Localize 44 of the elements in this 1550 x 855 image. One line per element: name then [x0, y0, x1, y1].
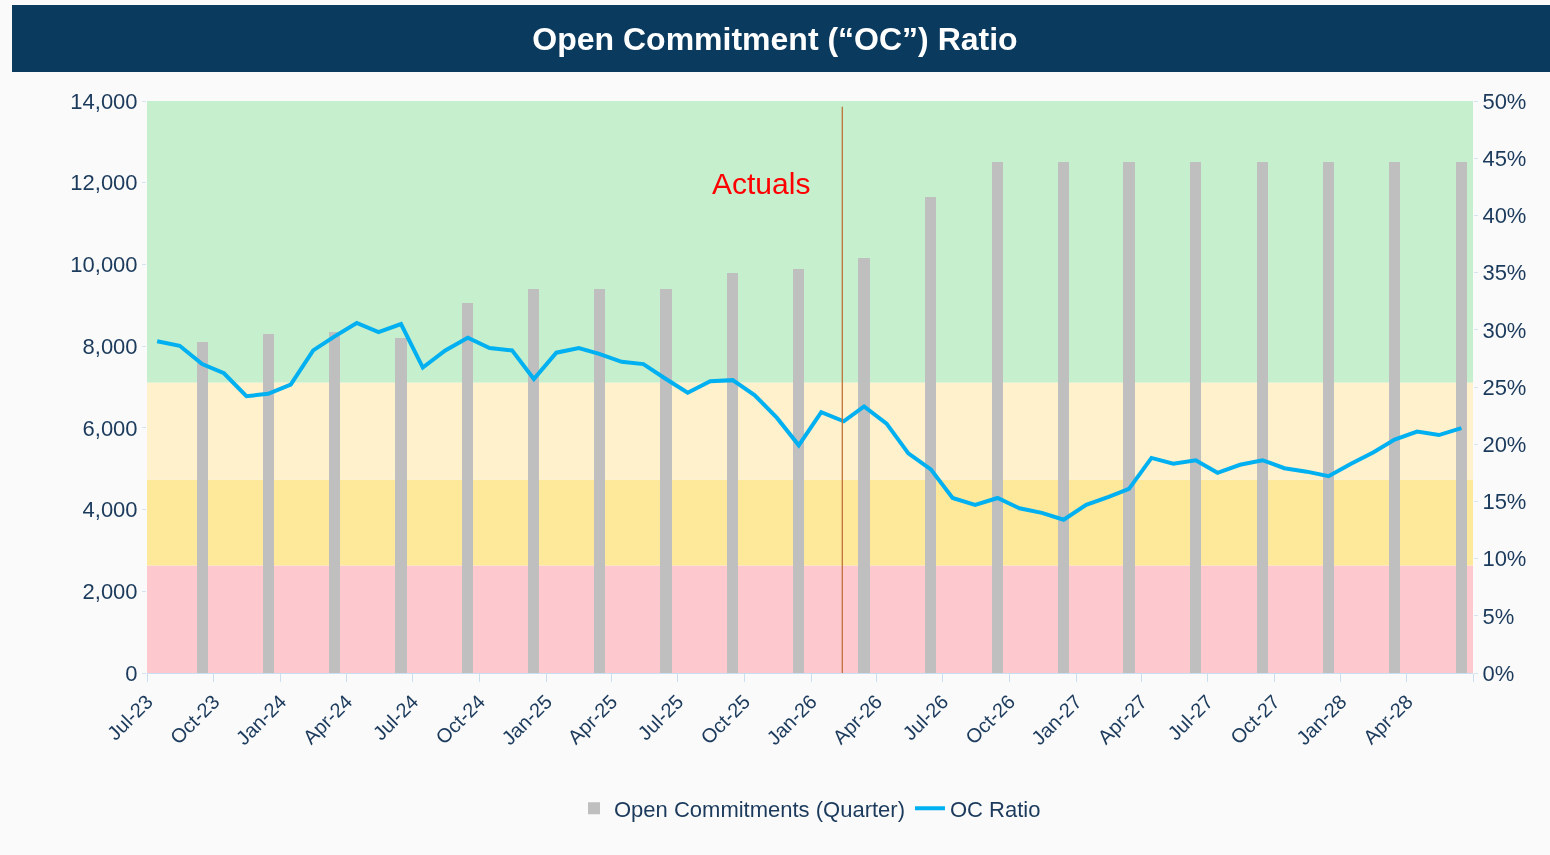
y2-tick-label: 50% — [1482, 88, 1527, 114]
y2-tick-label: 45% — [1482, 145, 1527, 171]
bar — [263, 334, 274, 673]
bar — [395, 338, 407, 673]
bar — [594, 289, 605, 673]
y-tick-label: 12,000 — [70, 170, 138, 196]
bar — [992, 162, 1003, 673]
bar — [1389, 162, 1400, 673]
y2-tick-label: 20% — [1482, 431, 1527, 457]
y2-tick-label: 10% — [1482, 546, 1527, 572]
line-series — [155, 320, 1464, 522]
y-tick-label: 2,000 — [82, 578, 138, 604]
bar — [660, 289, 672, 673]
bar — [1456, 162, 1467, 673]
y-tick-label: 0 — [125, 660, 138, 686]
y2-tick-label: 40% — [1482, 203, 1527, 229]
ref-line-label: Actuals — [712, 167, 811, 200]
bar — [925, 197, 936, 673]
bar — [329, 332, 340, 673]
chart-title: Open Commitment (“OC”) Ratio — [532, 21, 1018, 58]
bar — [793, 269, 804, 673]
y2-tick-label: 35% — [1482, 260, 1527, 286]
y2-tick-label: 15% — [1482, 489, 1527, 515]
bar — [1323, 162, 1334, 673]
y-tick-label: 10,000 — [70, 252, 138, 278]
y-tick-label: 6,000 — [82, 415, 138, 441]
y2-tick-label: 30% — [1482, 317, 1527, 343]
bar — [528, 289, 539, 673]
bar — [1123, 162, 1135, 673]
y-tick-label: 14,000 — [70, 88, 138, 114]
y-tick-label: 4,000 — [82, 497, 138, 523]
bar — [1190, 162, 1201, 673]
bar — [727, 273, 738, 673]
legend-label: Open Commitments (Quarter) — [614, 796, 905, 822]
bar — [1058, 162, 1069, 673]
y-tick-label: 8,000 — [82, 333, 138, 359]
legend-label: OC Ratio — [949, 796, 1041, 822]
bar — [858, 258, 870, 673]
bar — [462, 303, 473, 673]
y2-tick-label: 25% — [1482, 374, 1527, 400]
bar — [1257, 162, 1268, 673]
y2-tick-label: 0% — [1482, 660, 1515, 686]
y2-tick-label: 5% — [1482, 603, 1515, 629]
bar — [197, 342, 208, 673]
